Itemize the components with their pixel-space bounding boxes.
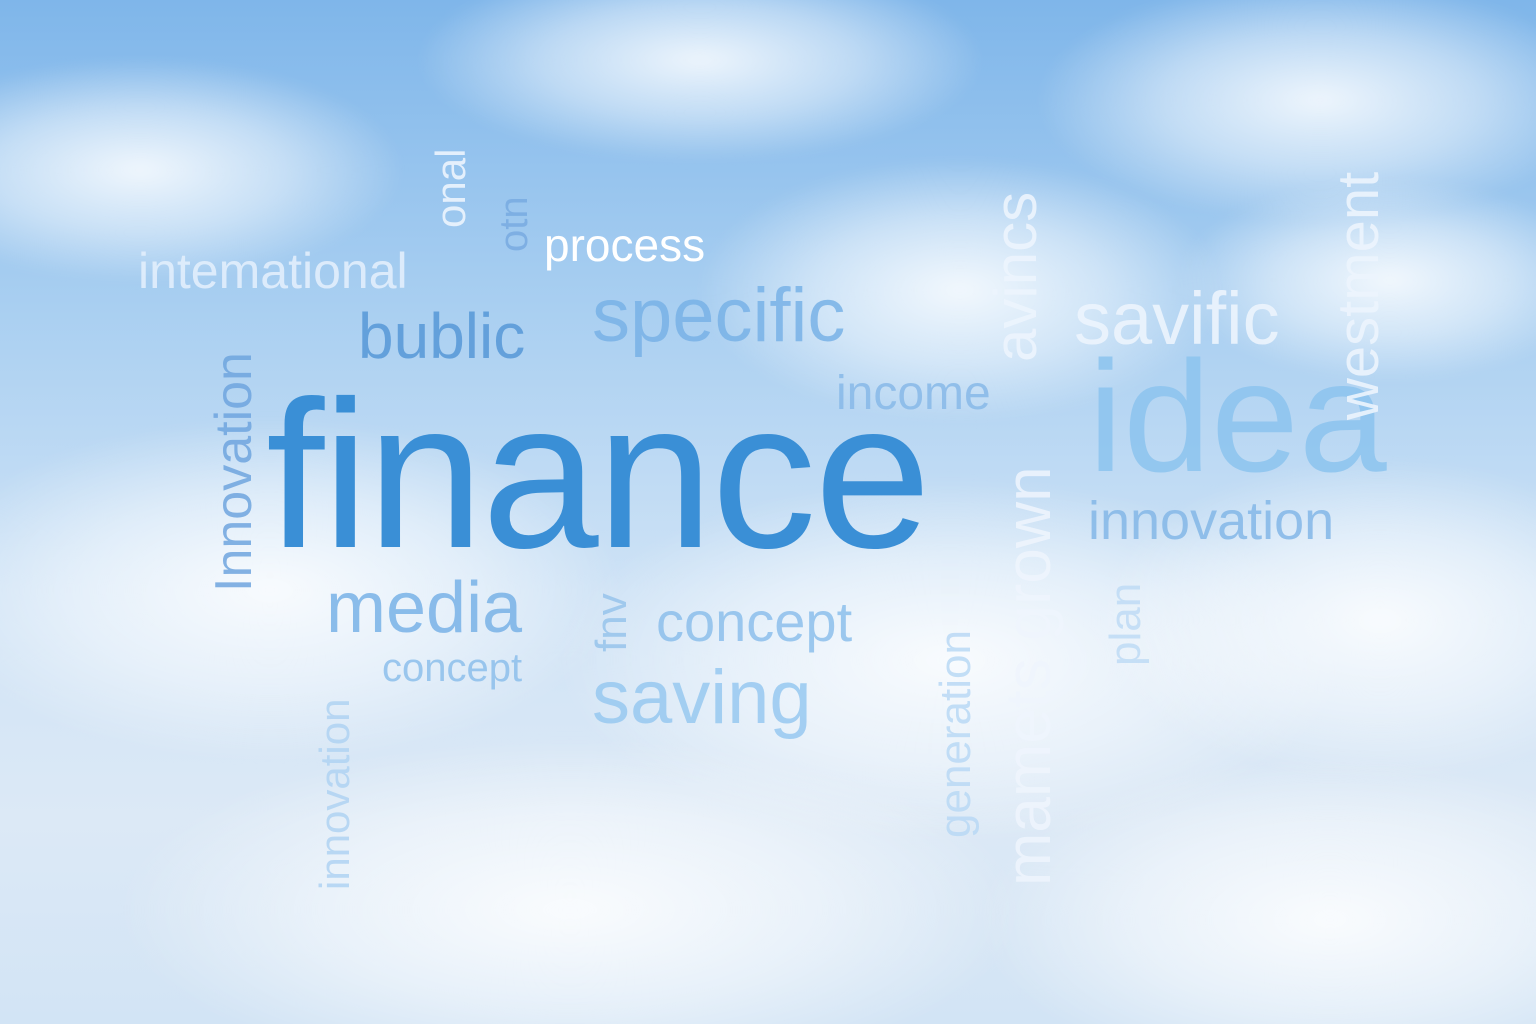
word-otn: otn bbox=[492, 196, 536, 252]
word-innovation-lower: innovation bbox=[311, 698, 358, 890]
word-savific: savific bbox=[1074, 277, 1280, 360]
word-finance: finance bbox=[266, 357, 931, 592]
word-avincs: avincs bbox=[982, 191, 1049, 362]
cloud bbox=[120, 740, 1020, 1024]
word-bublic: bublic bbox=[358, 300, 526, 372]
word-concept-mid: concept bbox=[656, 590, 853, 653]
word-saving: saving bbox=[592, 655, 812, 740]
word-concept-small: concept bbox=[382, 646, 523, 690]
word-westment: westment bbox=[1326, 171, 1391, 420]
cloud bbox=[1100, 460, 1536, 780]
cloud bbox=[1040, 0, 1536, 220]
cloud bbox=[700, 160, 1220, 420]
cloud bbox=[0, 420, 620, 760]
word-process: process bbox=[544, 219, 706, 271]
word-income: income bbox=[836, 367, 991, 420]
word-specific: specific bbox=[592, 273, 846, 358]
word-media: media bbox=[326, 568, 523, 648]
word-markets-growth: mamets grown bbox=[992, 466, 1064, 886]
word-idea: idea bbox=[1088, 329, 1387, 505]
word-onal: onal bbox=[427, 148, 474, 228]
word-fnv: fnv bbox=[587, 593, 636, 652]
cloud bbox=[420, 0, 980, 160]
cloud bbox=[0, 60, 400, 280]
word-plan: plan bbox=[1101, 582, 1150, 666]
word-innovation-right: innovation bbox=[1088, 491, 1335, 551]
cloud bbox=[1180, 180, 1536, 380]
word-international: intemational bbox=[138, 243, 408, 299]
word-innovation-left: Innovation bbox=[205, 352, 263, 592]
word-generation: generation bbox=[931, 630, 980, 838]
